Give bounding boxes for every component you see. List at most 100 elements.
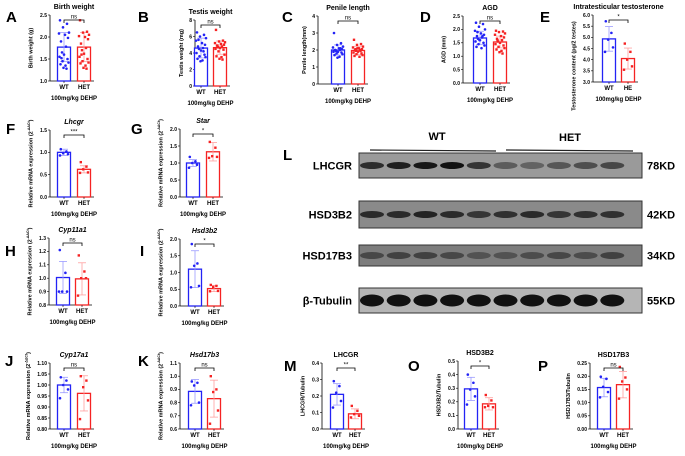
y-tick-label: 0.7: [170, 414, 177, 420]
data-point: [213, 41, 217, 45]
y-tick-label: 0.0: [170, 195, 177, 201]
data-point: [207, 156, 211, 160]
data-point: [84, 46, 88, 50]
data-point: [358, 55, 361, 58]
data-point: [474, 21, 478, 25]
panel-c: C Penile length 0 1 2 3 4 Penile length(mm) WT HE…: [282, 5, 371, 105]
y-tick-label: 2: [312, 48, 315, 54]
y-axis-label-superscript: -ΔΔCt: [157, 230, 161, 241]
x-tick-label: WT: [333, 88, 343, 94]
protein-label: LHCGR: [313, 161, 352, 173]
data-point: [208, 290, 212, 293]
x-tick-label: HET: [78, 433, 90, 439]
data-point: [630, 65, 634, 68]
data-point: [493, 33, 497, 36]
data-point: [83, 270, 86, 273]
data-point: [194, 160, 197, 163]
data-point: [86, 57, 89, 61]
blot-band: [360, 294, 384, 307]
data-point: [223, 53, 226, 56]
y-axis-label-superscript: -ΔΔCt: [26, 229, 30, 240]
data-point: [351, 46, 355, 49]
data-point: [475, 34, 479, 38]
y-axis-label-text: AGD (mm): [442, 36, 448, 63]
treatment-label: 100mg/kg DEHP: [181, 321, 227, 327]
data-point: [65, 290, 69, 293]
panel-i: I Hsd3b2 0.0 0.5 1.0 1.5 2.0 Relative mRNA expr…: [140, 228, 228, 327]
chart-title: Cyp11a1: [58, 227, 86, 234]
data-point: [216, 289, 220, 293]
significance-label: *: [203, 239, 206, 245]
y-tick-label: 4.5: [583, 46, 590, 52]
bar-wt: [56, 151, 72, 198]
data-point: [64, 45, 68, 48]
data-point: [339, 41, 343, 45]
y-tick-label: 0.1: [448, 413, 455, 419]
y-tick-label: 1.0: [40, 150, 47, 156]
data-point: [336, 50, 340, 53]
data-point: [626, 58, 629, 61]
data-point: [195, 51, 198, 55]
chart-title: Star: [196, 118, 211, 125]
data-point: [487, 404, 490, 408]
x-tick-label: HET: [494, 87, 506, 93]
data-point: [217, 50, 220, 53]
y-axis-label-end: ): [29, 119, 35, 121]
x-tick-label: WT: [188, 201, 198, 207]
data-point: [354, 49, 358, 53]
data-point: [82, 52, 86, 55]
x-tick-label: WT: [59, 85, 69, 91]
data-point: [341, 45, 345, 48]
data-point: [65, 150, 68, 153]
group-line: [369, 149, 497, 152]
y-tick-label: 0.8: [39, 303, 46, 309]
data-point: [215, 388, 218, 391]
data-point: [357, 414, 361, 417]
data-point: [217, 40, 221, 43]
data-point: [466, 373, 470, 376]
y-axis-label: Relative mRNA expression (2-ΔΔCt): [157, 228, 165, 316]
y-tick-label: 3.5: [583, 69, 590, 75]
data-point: [481, 34, 484, 38]
data-point: [208, 140, 211, 144]
data-point: [223, 41, 227, 44]
data-point: [87, 33, 91, 36]
data-point: [59, 376, 63, 379]
data-point: [198, 55, 201, 58]
y-axis-label-text: Penile length(mm): [302, 26, 308, 74]
data-point: [60, 56, 63, 60]
panel-e: E Intratesticular testosterone 3.0 3.5 4.0 4.…: [540, 4, 664, 111]
data-point: [473, 395, 477, 398]
data-point: [195, 31, 199, 34]
chart-title: Hsd17b3: [190, 352, 219, 359]
data-point: [360, 52, 363, 55]
data-point: [479, 32, 483, 35]
chart-title: HSD3B2: [466, 350, 494, 357]
treatment-label: 100mg/kg DEHP: [51, 444, 97, 450]
y-axis-label-text: Relative mRNA expression (2: [159, 131, 165, 207]
y-axis-label-text: Birth weight (g): [29, 28, 35, 68]
significance-bracket: [63, 367, 85, 371]
data-point: [201, 46, 205, 50]
y-tick-label: 0.15: [577, 387, 587, 393]
panel-label: I: [140, 243, 144, 260]
blot-band: [493, 252, 518, 259]
data-point: [216, 409, 220, 412]
data-point: [77, 34, 81, 38]
blot-band: [360, 211, 384, 218]
x-tick-label: WT: [475, 87, 485, 93]
data-point: [629, 50, 632, 54]
data-point: [355, 53, 358, 56]
data-point: [85, 379, 88, 382]
data-point: [67, 31, 71, 34]
blot-band: [600, 294, 625, 307]
y-tick-label: 0.3: [448, 386, 455, 392]
data-point: [491, 406, 495, 409]
treatment-label: 100mg/kg DEHP: [49, 320, 95, 326]
protein-label: β-Tubulin: [303, 296, 353, 308]
data-point: [483, 28, 487, 31]
y-tick-label: 1.0: [39, 276, 46, 282]
y-tick-label: 0.4: [448, 372, 455, 378]
y-tick-label: 1.5: [40, 57, 47, 63]
data-point: [359, 49, 362, 53]
